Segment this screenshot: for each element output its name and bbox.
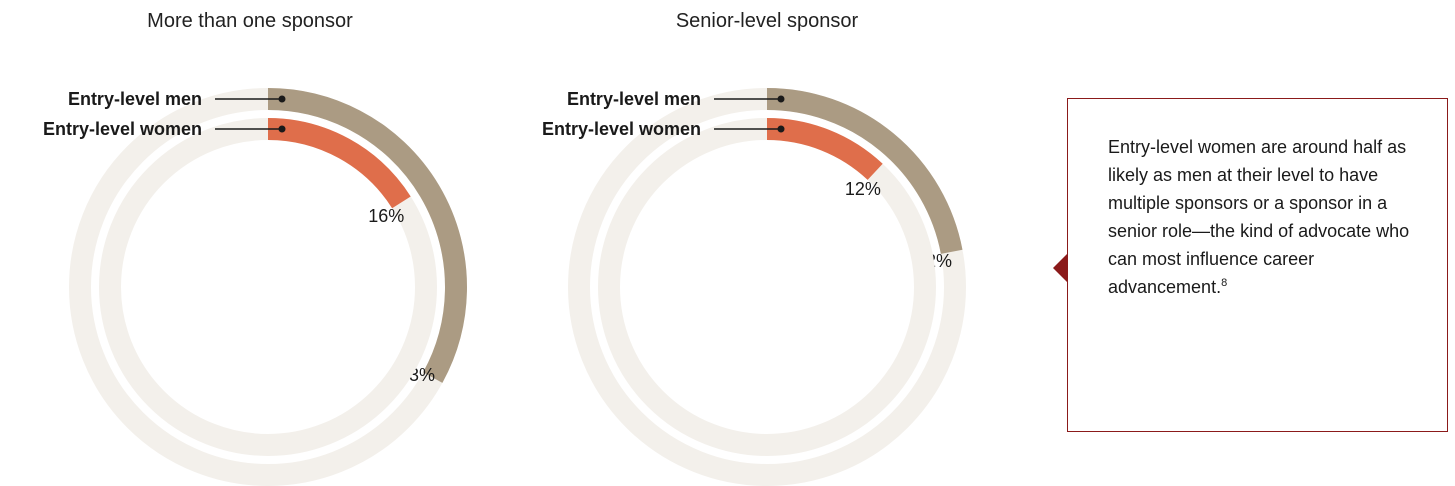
- leader-dot-entry-level-women: [777, 125, 785, 133]
- callout-box: Entry-level women are around half as lik…: [1067, 98, 1448, 432]
- ring-arc-entry-level-men: [267, 88, 467, 383]
- pct-label-entry-level-women: 16%: [368, 206, 404, 226]
- pct-label-entry-level-women: 12%: [845, 179, 881, 199]
- callout-pointer: [1053, 254, 1067, 282]
- callout-body: Entry-level women are around half as lik…: [1108, 137, 1410, 297]
- callout-footnote: 8: [1221, 277, 1228, 289]
- legend-label-entry-level-men: Entry-level men: [68, 89, 202, 109]
- leader-dot-entry-level-men: [777, 95, 785, 103]
- chart-title-more-than-one-sponsor: More than one sponsor: [147, 10, 353, 32]
- legend-label-entry-level-women: Entry-level women: [542, 119, 701, 139]
- chart-title-senior-level-sponsor: Senior-level sponsor: [675, 10, 859, 32]
- legend-label-entry-level-women: Entry-level women: [43, 119, 202, 139]
- callout-text: Entry-level women are around half as lik…: [1108, 133, 1418, 301]
- leader-dot-entry-level-women: [278, 125, 286, 133]
- leader-dot-entry-level-men: [278, 95, 286, 103]
- ring-arc-entry-level-men: [766, 88, 963, 254]
- ring-arc-entry-level-women: [267, 118, 411, 209]
- ring-track-entry-level-women: [598, 118, 936, 456]
- legend-label-entry-level-men: Entry-level men: [567, 89, 701, 109]
